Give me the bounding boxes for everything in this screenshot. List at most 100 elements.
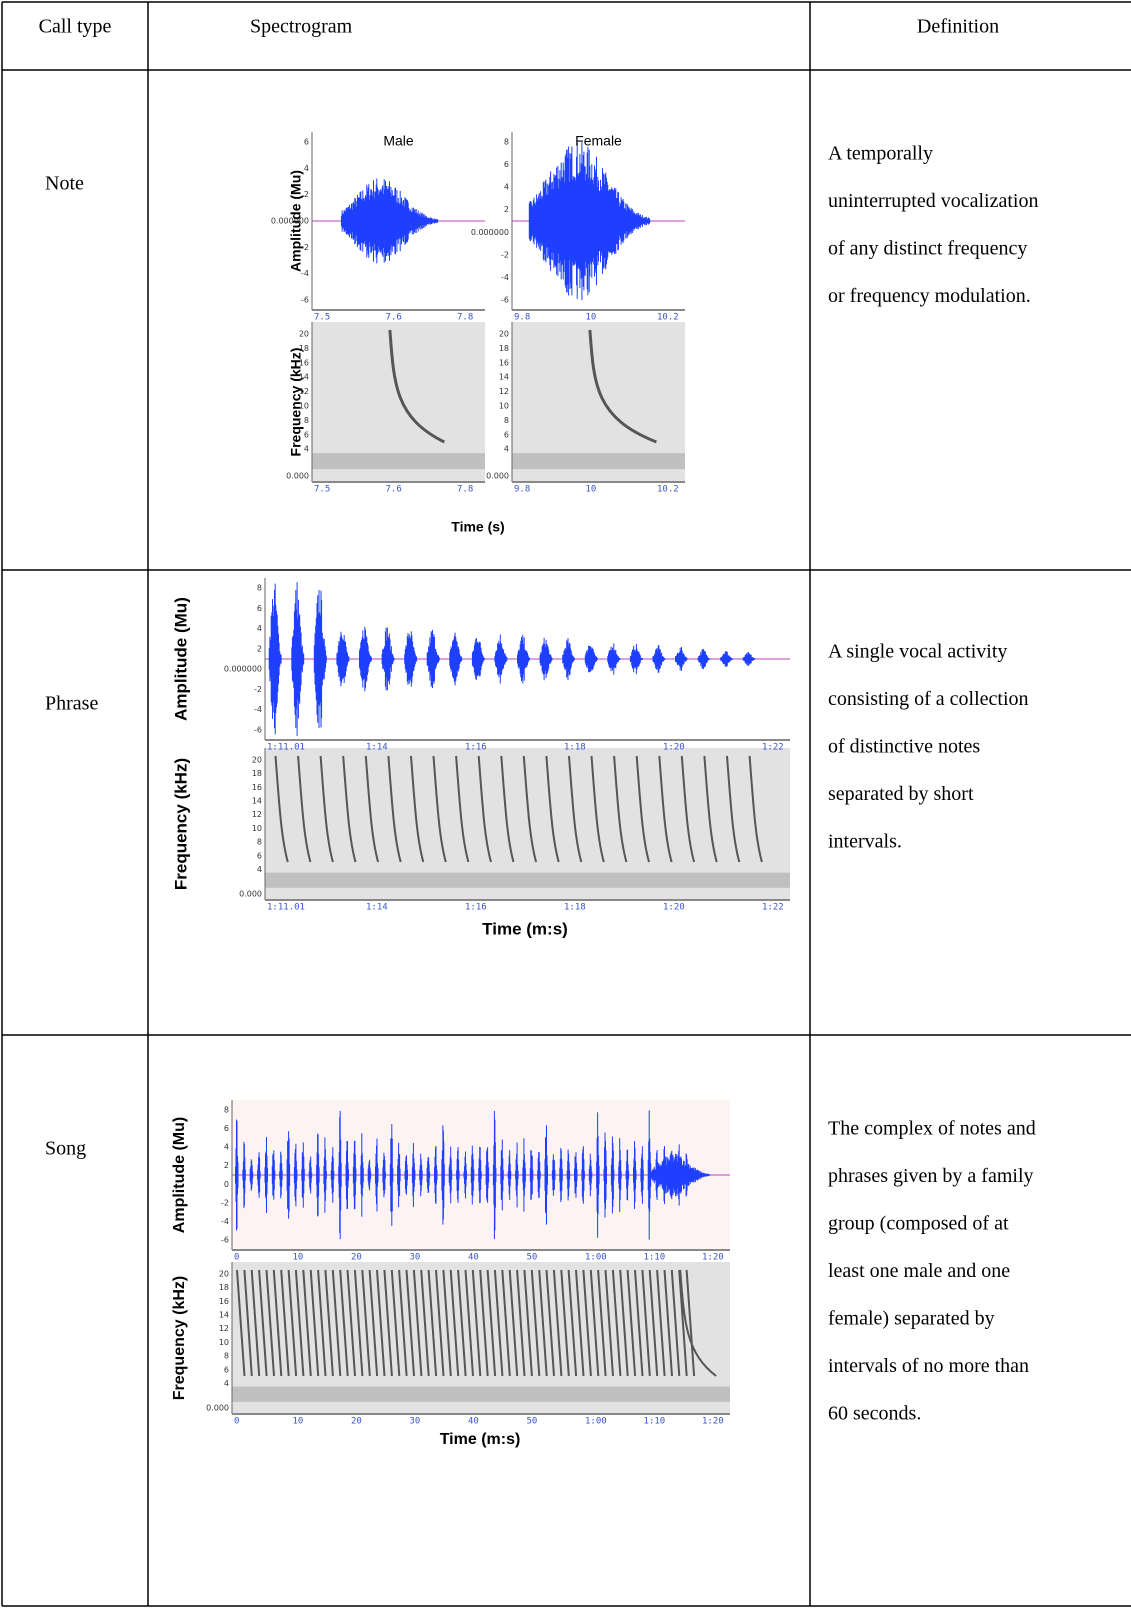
spectrogram-trace xyxy=(388,329,445,444)
amplitude-tick-label: -2 xyxy=(254,685,262,694)
frequency-tick-label: 8 xyxy=(224,1352,229,1361)
frequency-tick-label: 0.000 xyxy=(206,1404,229,1413)
definition-line: intervals. xyxy=(828,831,902,853)
amplitude-tick-label: -6 xyxy=(221,1236,229,1245)
amplitude-tick-label: 4 xyxy=(257,624,262,633)
frequency-tick-label: 10 xyxy=(252,824,262,833)
spectrogram-panel: Female 8 6 4 2 0.000000 -2 -4 -6 20 18 16 14 12 10 8 6 4 0… xyxy=(471,132,685,495)
time-tick-label: 1:18 xyxy=(564,903,586,913)
amplitude-axis-label: Amplitude (Mu) xyxy=(171,597,190,721)
frequency-tick-label: 20 xyxy=(499,330,509,339)
time-tick-label: 0 xyxy=(234,1253,239,1263)
definition-line: female) separated by xyxy=(828,1308,995,1330)
amplitude-tick-label: -2 xyxy=(221,1198,229,1207)
amplitude-tick-label: -4 xyxy=(254,705,262,714)
call-type: Phrase xyxy=(45,693,98,715)
time-axis-label: Time (m:s) xyxy=(482,919,568,938)
frequency-tick-label: 10 xyxy=(299,402,309,411)
amplitude-tick-label: 6 xyxy=(304,138,309,147)
frequency-tick-label: 20 xyxy=(252,756,262,765)
amplitude-tick-label: -2 xyxy=(301,243,309,252)
frequency-tick-label: 14 xyxy=(299,373,309,382)
call-type: Note xyxy=(45,173,84,195)
panel-title: Female xyxy=(575,133,622,149)
frequency-tick-label: 6 xyxy=(257,851,262,860)
definition-line: consisting of a collection xyxy=(828,688,1029,710)
frequency-axis-label: Frequency (kHz) xyxy=(288,348,304,457)
frequency-axis-label: Frequency (kHz) xyxy=(171,1276,188,1400)
frequency-tick-label: 8 xyxy=(304,416,309,425)
time-tick-label: 50 xyxy=(527,1253,538,1263)
amplitude-tick-label: 0 xyxy=(224,1180,229,1189)
frequency-tick-label: 20 xyxy=(219,1270,229,1279)
noise-band xyxy=(512,453,685,470)
time-tick-label: 7.8 xyxy=(457,485,473,495)
amplitude-tick-label: 8 xyxy=(224,1106,229,1115)
time-tick-label: 1:00 xyxy=(585,1253,607,1263)
frequency-tick-label: 14 xyxy=(252,797,262,806)
amplitude-tick-label: -2 xyxy=(501,250,509,259)
time-tick-label: 1:14 xyxy=(366,743,388,753)
time-tick-label: 9.8 xyxy=(514,485,530,495)
definition-line: group (composed of at xyxy=(828,1213,1009,1235)
frequency-tick-label: 14 xyxy=(499,373,509,382)
amplitude-tick-label: 8 xyxy=(257,584,262,593)
frequency-tick-label: 12 xyxy=(299,387,309,396)
frequency-tick-label: 10 xyxy=(219,1338,229,1347)
amplitude-tick-label: -4 xyxy=(301,269,309,278)
time-tick-label: 7.6 xyxy=(386,313,402,323)
noise-band xyxy=(312,453,485,470)
amplitude-tick-label: 0.000000 xyxy=(471,228,509,237)
waveform xyxy=(235,1110,710,1240)
frequency-tick-label: 0.000 xyxy=(486,472,509,481)
time-tick-label: 7.5 xyxy=(314,485,330,495)
amplitude-tick-label: 0.000000 xyxy=(224,665,262,674)
time-tick-label: 9.8 xyxy=(514,313,530,323)
time-tick-label: 1:16 xyxy=(465,903,487,913)
definition-line: separated by short xyxy=(828,783,974,805)
frequency-tick-label: 16 xyxy=(499,358,509,367)
frequency-tick-label: 12 xyxy=(252,810,262,819)
time-tick-label: 30 xyxy=(410,1417,421,1427)
definition-line: intervals of no more than xyxy=(828,1355,1029,1377)
time-tick-label: 40 xyxy=(468,1253,479,1263)
amplitude-tick-label: 4 xyxy=(504,183,509,192)
amplitude-tick-label: 6 xyxy=(257,604,262,613)
time-tick-label: 1:11.01 xyxy=(267,903,305,913)
frequency-tick-label: 12 xyxy=(219,1324,229,1333)
time-tick-label: 10 xyxy=(293,1253,304,1263)
frequency-tick-label: 4 xyxy=(224,1379,229,1388)
frequency-tick-label: 6 xyxy=(504,430,509,439)
time-tick-label: 1:20 xyxy=(702,1417,724,1427)
frequency-tick-label: 6 xyxy=(304,430,309,439)
noise-band xyxy=(232,1386,730,1402)
frequency-tick-label: 4 xyxy=(504,445,509,454)
frequency-tick-label: 20 xyxy=(299,330,309,339)
time-tick-label: 1:10 xyxy=(644,1253,666,1263)
amplitude-tick-label: 6 xyxy=(224,1124,229,1133)
definition-line: least one male and one xyxy=(828,1260,1010,1282)
time-tick-label: 7.6 xyxy=(386,485,402,495)
time-tick-label: 10 xyxy=(586,313,597,323)
amplitude-tick-label: 6 xyxy=(504,160,509,169)
frequency-tick-label: 10 xyxy=(499,402,509,411)
frequency-tick-label: 0.000 xyxy=(239,890,262,899)
waveform xyxy=(268,582,756,736)
definition-line: or frequency modulation. xyxy=(828,285,1031,307)
time-tick-label: 1:20 xyxy=(702,1253,724,1263)
time-axis-label: Time (m:s) xyxy=(440,1431,521,1448)
frequency-tick-label: 16 xyxy=(219,1297,229,1306)
time-tick-label: 40 xyxy=(468,1417,479,1427)
panel-title: Male xyxy=(383,133,414,149)
frequency-tick-label: 4 xyxy=(257,865,262,874)
definition-line: uninterrupted vocalization xyxy=(828,190,1038,212)
time-tick-label: 7.5 xyxy=(314,313,330,323)
frequency-tick-label: 18 xyxy=(219,1283,229,1292)
frequency-axis-label: Frequency (kHz) xyxy=(171,758,190,890)
time-tick-label: 1:22 xyxy=(762,743,784,753)
amplitude-tick-label: 4 xyxy=(224,1143,229,1152)
time-tick-label: 1:00 xyxy=(585,1417,607,1427)
time-tick-label: 1:11.01 xyxy=(267,743,305,753)
